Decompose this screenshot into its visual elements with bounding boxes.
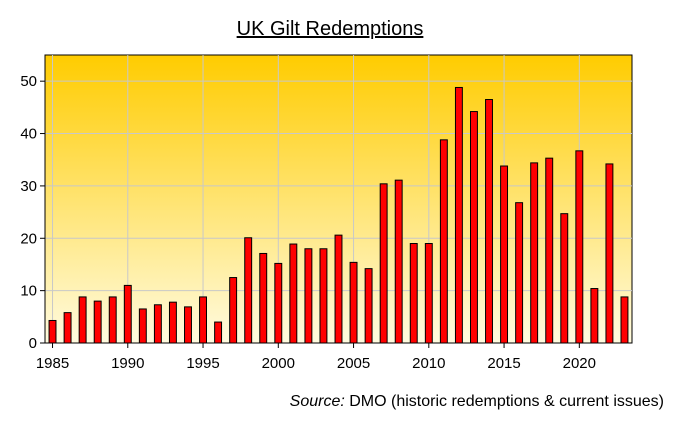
x-tick-label: 2020 xyxy=(563,355,596,372)
bar-1988 xyxy=(93,300,102,344)
bar-2014 xyxy=(485,99,493,344)
axes xyxy=(40,55,632,348)
bar-2015 xyxy=(500,165,509,344)
bars xyxy=(48,86,629,344)
bar-2019 xyxy=(560,213,569,344)
bar-1994 xyxy=(184,306,192,344)
bar-1996 xyxy=(214,321,223,344)
bar-2000 xyxy=(274,262,283,344)
bar-1993 xyxy=(168,301,177,344)
bar-2012 xyxy=(454,86,463,344)
x-tick-label: 2005 xyxy=(337,355,370,372)
x-tick-label: 1995 xyxy=(186,355,219,372)
y-tick-label: 20 xyxy=(20,230,37,247)
bar-2016 xyxy=(515,202,524,344)
bar-2018 xyxy=(545,157,554,344)
bar-2008 xyxy=(394,179,403,344)
bar-1999 xyxy=(259,252,268,344)
bar-2021 xyxy=(590,288,599,344)
bar-1998 xyxy=(244,237,253,344)
y-tick-labels: 0 10 20 30 40 50 xyxy=(20,73,37,352)
source-label: Source: xyxy=(289,393,345,410)
bar-1992 xyxy=(153,304,162,344)
source-note: Source: DMO (historic redemptions & curr… xyxy=(290,393,664,411)
bar-2022 xyxy=(605,163,614,344)
x-tick-labels: 1985 1990 1995 2000 2005 2010 2015 2020 xyxy=(36,355,596,372)
x-tick-label: 2015 xyxy=(487,355,520,372)
bar-2002 xyxy=(304,248,313,344)
x-tick-label: 1985 xyxy=(36,355,69,372)
bar-2020 xyxy=(575,150,584,344)
bar-2013 xyxy=(470,111,478,344)
bar-2006 xyxy=(364,268,373,344)
y-tick-label: 0 xyxy=(29,335,37,352)
x-tick-label: 2010 xyxy=(412,355,445,372)
bar-2005 xyxy=(349,261,358,344)
bar-2001 xyxy=(289,243,298,344)
chart-title: UK Gilt Redemptions xyxy=(236,18,424,40)
bar-1991 xyxy=(138,308,147,344)
y-tick-label: 50 xyxy=(20,73,37,90)
bar-1989 xyxy=(108,296,117,344)
bar-2004 xyxy=(334,234,343,344)
bar-2017 xyxy=(530,162,539,344)
bar-1985 xyxy=(48,319,57,344)
y-tick-label: 30 xyxy=(20,178,37,195)
bar-2007 xyxy=(379,183,388,344)
bar-2011 xyxy=(439,139,448,344)
x-tick-label: 1990 xyxy=(111,355,144,372)
bar-1986 xyxy=(63,312,72,344)
bar-2010 xyxy=(424,243,433,344)
y-tick-label: 10 xyxy=(20,283,37,300)
bar-1990 xyxy=(123,284,132,344)
bar-1987 xyxy=(78,296,87,344)
bar-1995 xyxy=(199,296,208,344)
bar-1997 xyxy=(229,277,238,344)
bar-2003 xyxy=(319,248,328,344)
x-tick-label: 2000 xyxy=(262,355,295,372)
bar-2009 xyxy=(409,243,418,344)
bar-2023 xyxy=(620,296,629,344)
source-text: DMO (historic redemptions & current issu… xyxy=(349,393,664,410)
y-tick-label: 40 xyxy=(20,126,37,143)
